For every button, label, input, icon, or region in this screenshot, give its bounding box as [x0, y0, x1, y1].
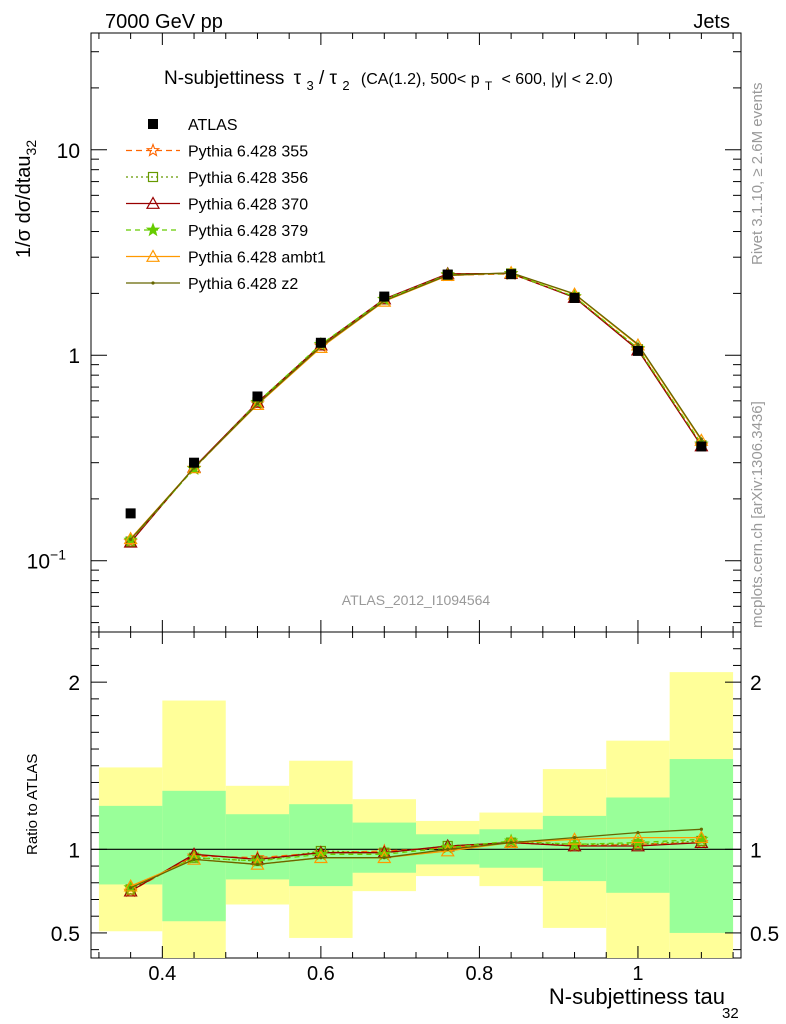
- x-tick-label: 0.8: [466, 963, 494, 985]
- mcplots-label: mcplots.cern.ch [arXiv:1306.3436]: [749, 401, 766, 628]
- series-line-p355: [130, 273, 702, 542]
- ratio-y-tick-label-right: 0.5: [750, 923, 779, 946]
- x-tick-label: 1: [632, 963, 643, 985]
- ratio-point-ambt1: [630, 830, 645, 844]
- y-tick-label: 10: [57, 140, 80, 163]
- axes: 0.4 0.6 0.8 1 10−1 1 10 0.5 0.5 1 1 2 2: [27, 33, 779, 985]
- ratio-line-p370: [130, 841, 702, 892]
- ratio-y-tick-label-right: 1: [750, 839, 762, 862]
- ratio-point-z2: [319, 856, 323, 860]
- legend-marker-p355: [145, 142, 161, 157]
- legend-label-p379: Pythia 6.428 379: [188, 223, 308, 240]
- ratio-y-tick-label: 2: [68, 672, 80, 695]
- legend-marker-ATLAS: [148, 119, 158, 129]
- ratio-y-axis-label: Ratio to ATLAS: [24, 754, 41, 855]
- atlas-data-point: [189, 457, 200, 468]
- legend-marker-z2: [151, 281, 155, 285]
- atlas-data-point: [125, 508, 136, 519]
- atlas-data-point: [442, 269, 453, 280]
- legend-marker-p370: [145, 196, 161, 209]
- ratio-series: [123, 827, 709, 898]
- x-tick-label: 0.6: [307, 963, 335, 985]
- band-inner-bin: [225, 814, 290, 880]
- series-point-ambt1: [123, 531, 138, 545]
- ratio-y-tick-label: 1: [68, 839, 80, 862]
- series-line-p379: [130, 272, 702, 541]
- atlas-data-point: [252, 391, 263, 402]
- legend-marker-p379: [145, 222, 161, 237]
- analysis-watermark: ATLAS_2012_I1094564: [342, 592, 491, 608]
- mc-series: [123, 265, 709, 548]
- atlas-data-point: [696, 441, 707, 452]
- ratio-line-p379: [130, 838, 702, 889]
- legend-label-p355: Pythia 6.428 355: [188, 144, 308, 161]
- atlas-data-point: [632, 345, 643, 356]
- x-axis-label: N-subjettiness tau: [549, 984, 725, 1009]
- ratio-point-z2: [129, 886, 133, 890]
- ratio-point-ambt1: [694, 830, 709, 844]
- process-label: Jets: [693, 11, 730, 33]
- ratio-point-ambt1: [123, 878, 138, 892]
- legend-label-ambt1: Pythia 6.428 ambt1: [188, 250, 326, 267]
- series-point-z2: [699, 437, 703, 441]
- legend-marker-p356: [147, 171, 159, 183]
- ratio-point-z2: [382, 856, 386, 860]
- legend-label-p370: Pythia 6.428 370: [188, 197, 308, 214]
- ratio-point-ambt1: [567, 832, 582, 845]
- band-inner-bin: [289, 804, 353, 887]
- atlas-data-point: [569, 292, 580, 303]
- x-tick-label: 0.4: [148, 963, 176, 985]
- y-tick-label: 1: [68, 345, 80, 368]
- legend: ATLAS Pythia 6.428 355 Pythia 6.428 356 Pyt…: [126, 117, 326, 293]
- ratio-point-z2: [636, 831, 640, 835]
- x-axis-label-subscript: 32: [722, 1005, 739, 1022]
- ratio-point-z2: [572, 836, 577, 840]
- series-point-z2: [129, 537, 133, 542]
- energy-label: 7000 GeV pp: [105, 11, 223, 33]
- legend-marker-ambt1: [145, 249, 161, 262]
- atlas-data-point: [379, 291, 390, 302]
- ratio-point-z2: [509, 841, 513, 845]
- series-line-p370: [130, 272, 702, 543]
- band-inner-bin: [98, 805, 163, 885]
- main-y-axis-label: 1/σ dσ/dtau32: [13, 140, 39, 258]
- ratio-point-z2: [699, 827, 703, 831]
- legend-label-p356: Pythia 6.428 356: [188, 170, 308, 187]
- rivet-version-label: Rivet 3.1.10, ≥ 2.6M events: [749, 83, 766, 266]
- ratio-y-tick-label: 0.5: [51, 923, 80, 946]
- ratio-point-ambt1: [440, 843, 455, 857]
- series-line-ambt1: [130, 272, 702, 540]
- series-point-z2: [255, 402, 260, 406]
- uncertainty-bands: [91, 672, 741, 958]
- y-tick-label: 10−1: [27, 547, 67, 574]
- ratio-point-z2: [446, 847, 450, 851]
- atlas-data-point: [506, 269, 517, 280]
- ratio-y-tick-label-right: 2: [750, 672, 762, 695]
- ratio-point-z2: [255, 862, 260, 866]
- ratio-point-z2: [192, 857, 196, 861]
- chart-title: N-subjettiness τ 3 / τ 2 (CA(1.2), 500< …: [164, 68, 613, 95]
- series-point-z2: [636, 342, 640, 346]
- legend-label-ATLAS: ATLAS: [188, 117, 238, 134]
- ratio-point-ambt1: [187, 852, 202, 865]
- series-line-z2: [130, 272, 702, 540]
- legend-label-z2: Pythia 6.428 z2: [188, 276, 298, 293]
- ratio-line-z2: [130, 828, 702, 889]
- atlas-data-point: [315, 337, 326, 348]
- series-point-ambt1: [250, 397, 265, 411]
- series-line-p356: [130, 272, 702, 542]
